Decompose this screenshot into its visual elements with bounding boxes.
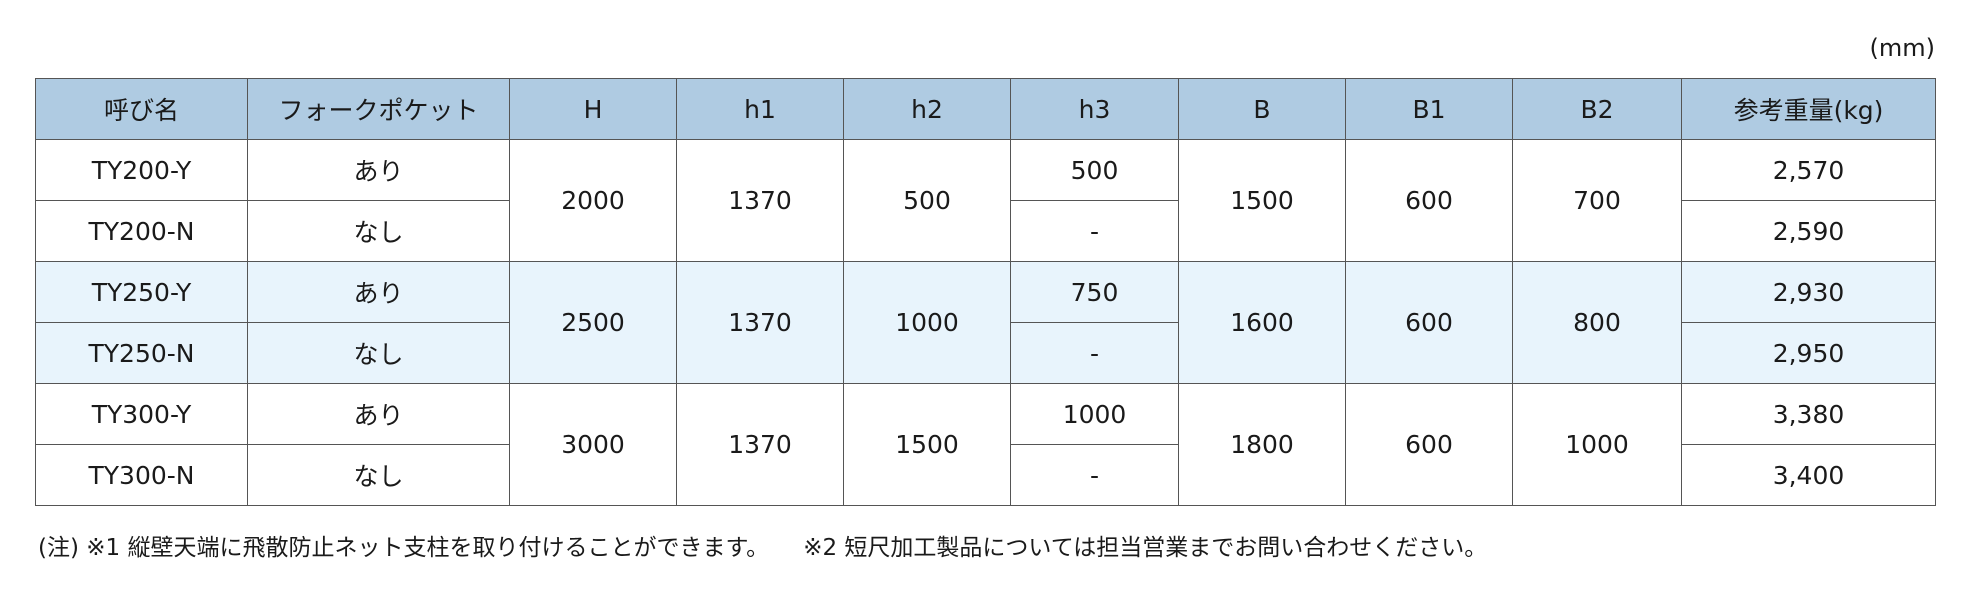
cell-B2: 1000 [1512, 383, 1682, 506]
footnote: (注) ※1 縦壁天端に飛散防止ネット支柱を取り付けることができます。 ※2 短尺… [38, 528, 1521, 562]
cell-B2: 800 [1512, 261, 1682, 384]
cell-B: 1600 [1178, 261, 1346, 384]
cell-h3: - [1010, 322, 1179, 384]
cell-B1: 600 [1345, 261, 1513, 384]
col-header-H: H [509, 78, 677, 140]
cell-H: 2500 [509, 261, 677, 384]
cell-name: TY250-Y [35, 261, 248, 323]
cell-h1: 1370 [676, 261, 844, 384]
note-2: ※2 短尺加工製品については担当営業までお問い合わせください。 [803, 535, 1488, 561]
col-header-h3: h3 [1010, 78, 1179, 140]
cell-name: TY300-Y [35, 383, 248, 445]
cell-h3: 1000 [1010, 383, 1179, 445]
cell-h2: 500 [843, 139, 1011, 262]
cell-fork-pocket: なし [247, 200, 510, 262]
table-row: TY200-Y あり 2000 1370 500 500 1500 600 700 2,570 [35, 139, 1936, 262]
cell-h1: 1370 [676, 383, 844, 506]
col-header-B2: B2 [1512, 78, 1682, 140]
table-row: TY250-Y あり 2500 1370 1000 750 1600 600 800 2,930 [35, 261, 1936, 384]
cell-B: 1800 [1178, 383, 1346, 506]
table-row: TY300-Y あり 3000 1370 1500 1000 1800 600 1000 3,38… [35, 383, 1936, 506]
cell-weight: 2,570 [1681, 139, 1936, 201]
cell-fork-pocket: あり [247, 261, 510, 323]
col-header-h1: h1 [676, 78, 844, 140]
col-header-B1: B1 [1345, 78, 1513, 140]
cell-fork-pocket: あり [247, 383, 510, 445]
cell-fork-pocket: なし [247, 444, 510, 506]
cell-h2: 1000 [843, 261, 1011, 384]
cell-h3: 500 [1010, 139, 1179, 201]
cell-weight: 2,930 [1681, 261, 1936, 323]
cell-weight: 2,590 [1681, 200, 1936, 262]
col-header-B: B [1178, 78, 1346, 140]
unit-label: (mm) [1869, 34, 1935, 62]
cell-fork-pocket: あり [247, 139, 510, 201]
cell-name: TY250-N [35, 322, 248, 384]
cell-h1: 1370 [676, 139, 844, 262]
cell-weight: 3,380 [1681, 383, 1936, 445]
spec-table: 呼び名 フォークポケット H h1 h2 h3 B B1 B2 参考重量(kg)… [35, 78, 1936, 506]
cell-B2: 700 [1512, 139, 1682, 262]
cell-name: TY200-N [35, 200, 248, 262]
cell-B1: 600 [1345, 383, 1513, 506]
header-row: 呼び名 フォークポケット H h1 h2 h3 B B1 B2 参考重量(kg) [35, 78, 1936, 140]
cell-fork-pocket: なし [247, 322, 510, 384]
cell-B: 1500 [1178, 139, 1346, 262]
col-header-weight: 参考重量(kg) [1681, 78, 1936, 140]
cell-h3: 750 [1010, 261, 1179, 323]
cell-h3: - [1010, 444, 1179, 506]
cell-h2: 1500 [843, 383, 1011, 506]
note-1: (注) ※1 縦壁天端に飛散防止ネット支柱を取り付けることができます。 [38, 535, 770, 561]
cell-weight: 2,950 [1681, 322, 1936, 384]
cell-H: 3000 [509, 383, 677, 506]
cell-B1: 600 [1345, 139, 1513, 262]
cell-H: 2000 [509, 139, 677, 262]
cell-name: TY300-N [35, 444, 248, 506]
cell-weight: 3,400 [1681, 444, 1936, 506]
table-row: TY300-N なし - 3,400 [35, 444, 1936, 506]
cell-name: TY200-Y [35, 139, 248, 201]
table-row: TY250-N なし - 2,950 [35, 322, 1936, 384]
table-row: TY200-N なし - 2,590 [35, 200, 1936, 262]
col-header-fork-pocket: フォークポケット [247, 78, 510, 140]
col-header-name: 呼び名 [35, 78, 248, 140]
col-header-h2: h2 [843, 78, 1011, 140]
cell-h3: - [1010, 200, 1179, 262]
